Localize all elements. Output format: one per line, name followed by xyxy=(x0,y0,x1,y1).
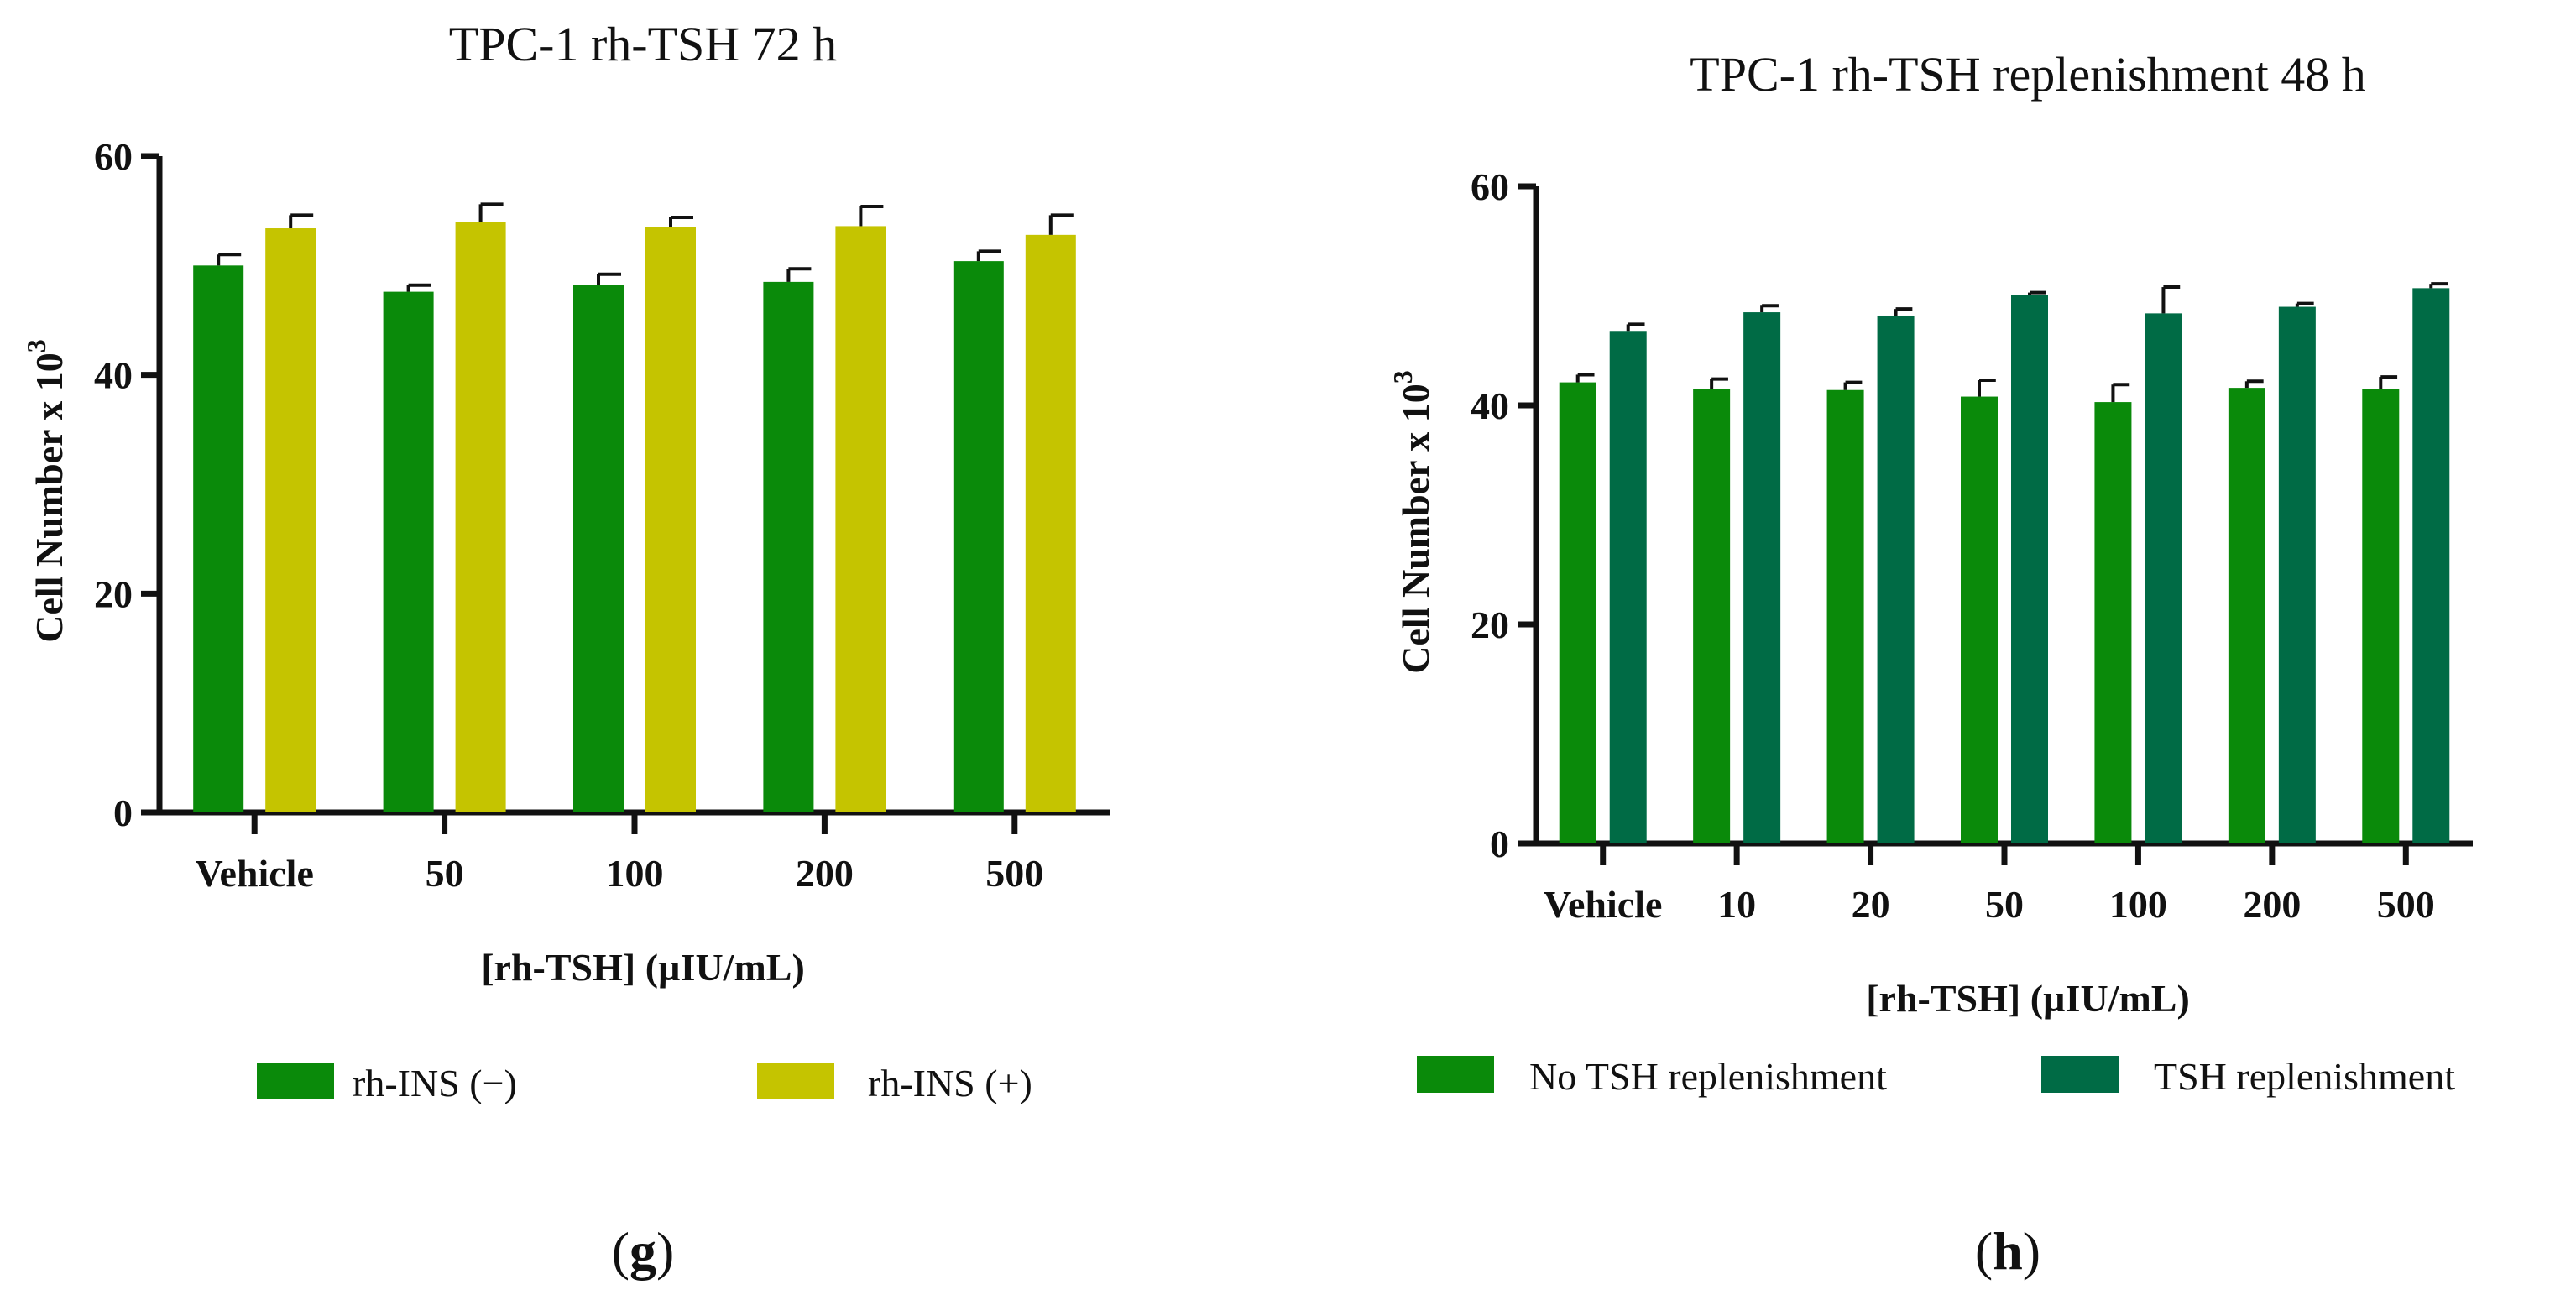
y-tick-label: 0 xyxy=(1490,822,1509,865)
legend-label: rh-INS (+) xyxy=(868,1062,1032,1104)
y-tick-label: 20 xyxy=(94,572,133,615)
x-tick-label: 500 xyxy=(985,852,1043,895)
x-tick-label: 500 xyxy=(2377,883,2435,926)
y-axis-title-h-base: Cell Number x 10 xyxy=(1394,384,1437,673)
bar xyxy=(1826,389,1864,844)
x-tick-label: 10 xyxy=(1717,883,1756,926)
bar xyxy=(1743,312,1781,843)
chart-title-g: TPC-1 rh-TSH 72 h xyxy=(449,17,837,71)
bar xyxy=(2228,388,2265,843)
bar xyxy=(1961,396,1998,843)
bar xyxy=(1693,389,1731,843)
legend-h: No TSH replenishment TSH replenishment xyxy=(1417,1055,2455,1098)
bar xyxy=(2278,306,2316,843)
x-tick-label: 200 xyxy=(2243,883,2301,926)
bar xyxy=(2362,389,2400,843)
legend-swatch xyxy=(757,1063,834,1099)
bar xyxy=(763,281,814,813)
legend-swatch xyxy=(2041,1056,2119,1093)
bar xyxy=(1877,315,1915,843)
y-axis-title-g-base: Cell Number x 10 xyxy=(28,352,71,642)
y-tick-label: 20 xyxy=(1471,603,1509,646)
bar xyxy=(573,285,624,812)
bar xyxy=(265,228,316,812)
bar xyxy=(645,227,696,812)
y-axis-title-h: Cell Number x 103 xyxy=(1387,370,1437,673)
plot-area-h: 0 20 40 60 Vehicle 10 20 50 100 200 500 xyxy=(1471,165,2473,926)
bar xyxy=(2145,313,2182,843)
panel-g: TPC-1 rh-TSH 72 h 0 20 40 60 Vehicle 50 100 200… xyxy=(21,17,1110,1281)
bar xyxy=(1609,331,1647,843)
panel-label-h-letter: h xyxy=(1993,1221,2023,1281)
bar xyxy=(2412,288,2450,843)
bar xyxy=(1559,382,1596,844)
bar xyxy=(835,226,886,812)
bar xyxy=(2011,295,2048,843)
legend-label: rh-INS (−) xyxy=(353,1062,517,1104)
legend-g: rh-INS (−) rh-INS (+) xyxy=(257,1062,1032,1104)
panel-label-g-letter: g xyxy=(630,1221,656,1281)
x-axis-title-g: [rh-TSH] (µIU/mL) xyxy=(481,946,805,989)
bar xyxy=(953,261,1004,812)
legend-swatch xyxy=(257,1063,334,1099)
x-tick-label: 100 xyxy=(606,852,664,895)
bar xyxy=(455,222,506,812)
x-tick-label: 100 xyxy=(2109,883,2167,926)
y-tick-label: 40 xyxy=(94,354,133,397)
y-axis-title-g-exponent: 3 xyxy=(21,339,51,352)
panel-label-g: (g) xyxy=(612,1221,675,1281)
x-axis-title-h: [rh-TSH] (µIU/mL) xyxy=(1866,977,2190,1020)
y-tick-label: 40 xyxy=(1471,384,1509,427)
panel-label-h: (h) xyxy=(1975,1221,2040,1281)
bar xyxy=(193,265,244,812)
chart-title-h: TPC-1 rh-TSH replenishment 48 h xyxy=(1690,47,2365,102)
legend-label: TSH replenishment xyxy=(2154,1055,2455,1098)
y-axis-title-g: Cell Number x 103 xyxy=(21,339,71,642)
legend-label: No TSH replenishment xyxy=(1529,1055,1887,1098)
y-tick-label: 60 xyxy=(94,135,133,178)
y-tick-label: 60 xyxy=(1471,165,1509,208)
y-axis-title-h-exponent: 3 xyxy=(1387,370,1418,384)
panel-h: TPC-1 rh-TSH replenishment 48 h 0 20 40 60 V… xyxy=(1387,47,2473,1281)
x-tick-label: 50 xyxy=(426,852,464,895)
legend-swatch xyxy=(1417,1056,1494,1093)
x-tick-label: Vehicle xyxy=(195,852,313,895)
bar xyxy=(2094,402,2132,844)
x-tick-label: 200 xyxy=(796,852,854,895)
bar xyxy=(1025,234,1076,813)
y-tick-label: 0 xyxy=(113,791,133,834)
x-tick-label: 50 xyxy=(1985,883,2024,926)
plot-area-g: 0 20 40 60 Vehicle 50 100 200 500 xyxy=(94,135,1110,895)
x-tick-label: 20 xyxy=(1852,883,1890,926)
x-tick-label: Vehicle xyxy=(1544,883,1662,926)
bar xyxy=(383,291,434,812)
